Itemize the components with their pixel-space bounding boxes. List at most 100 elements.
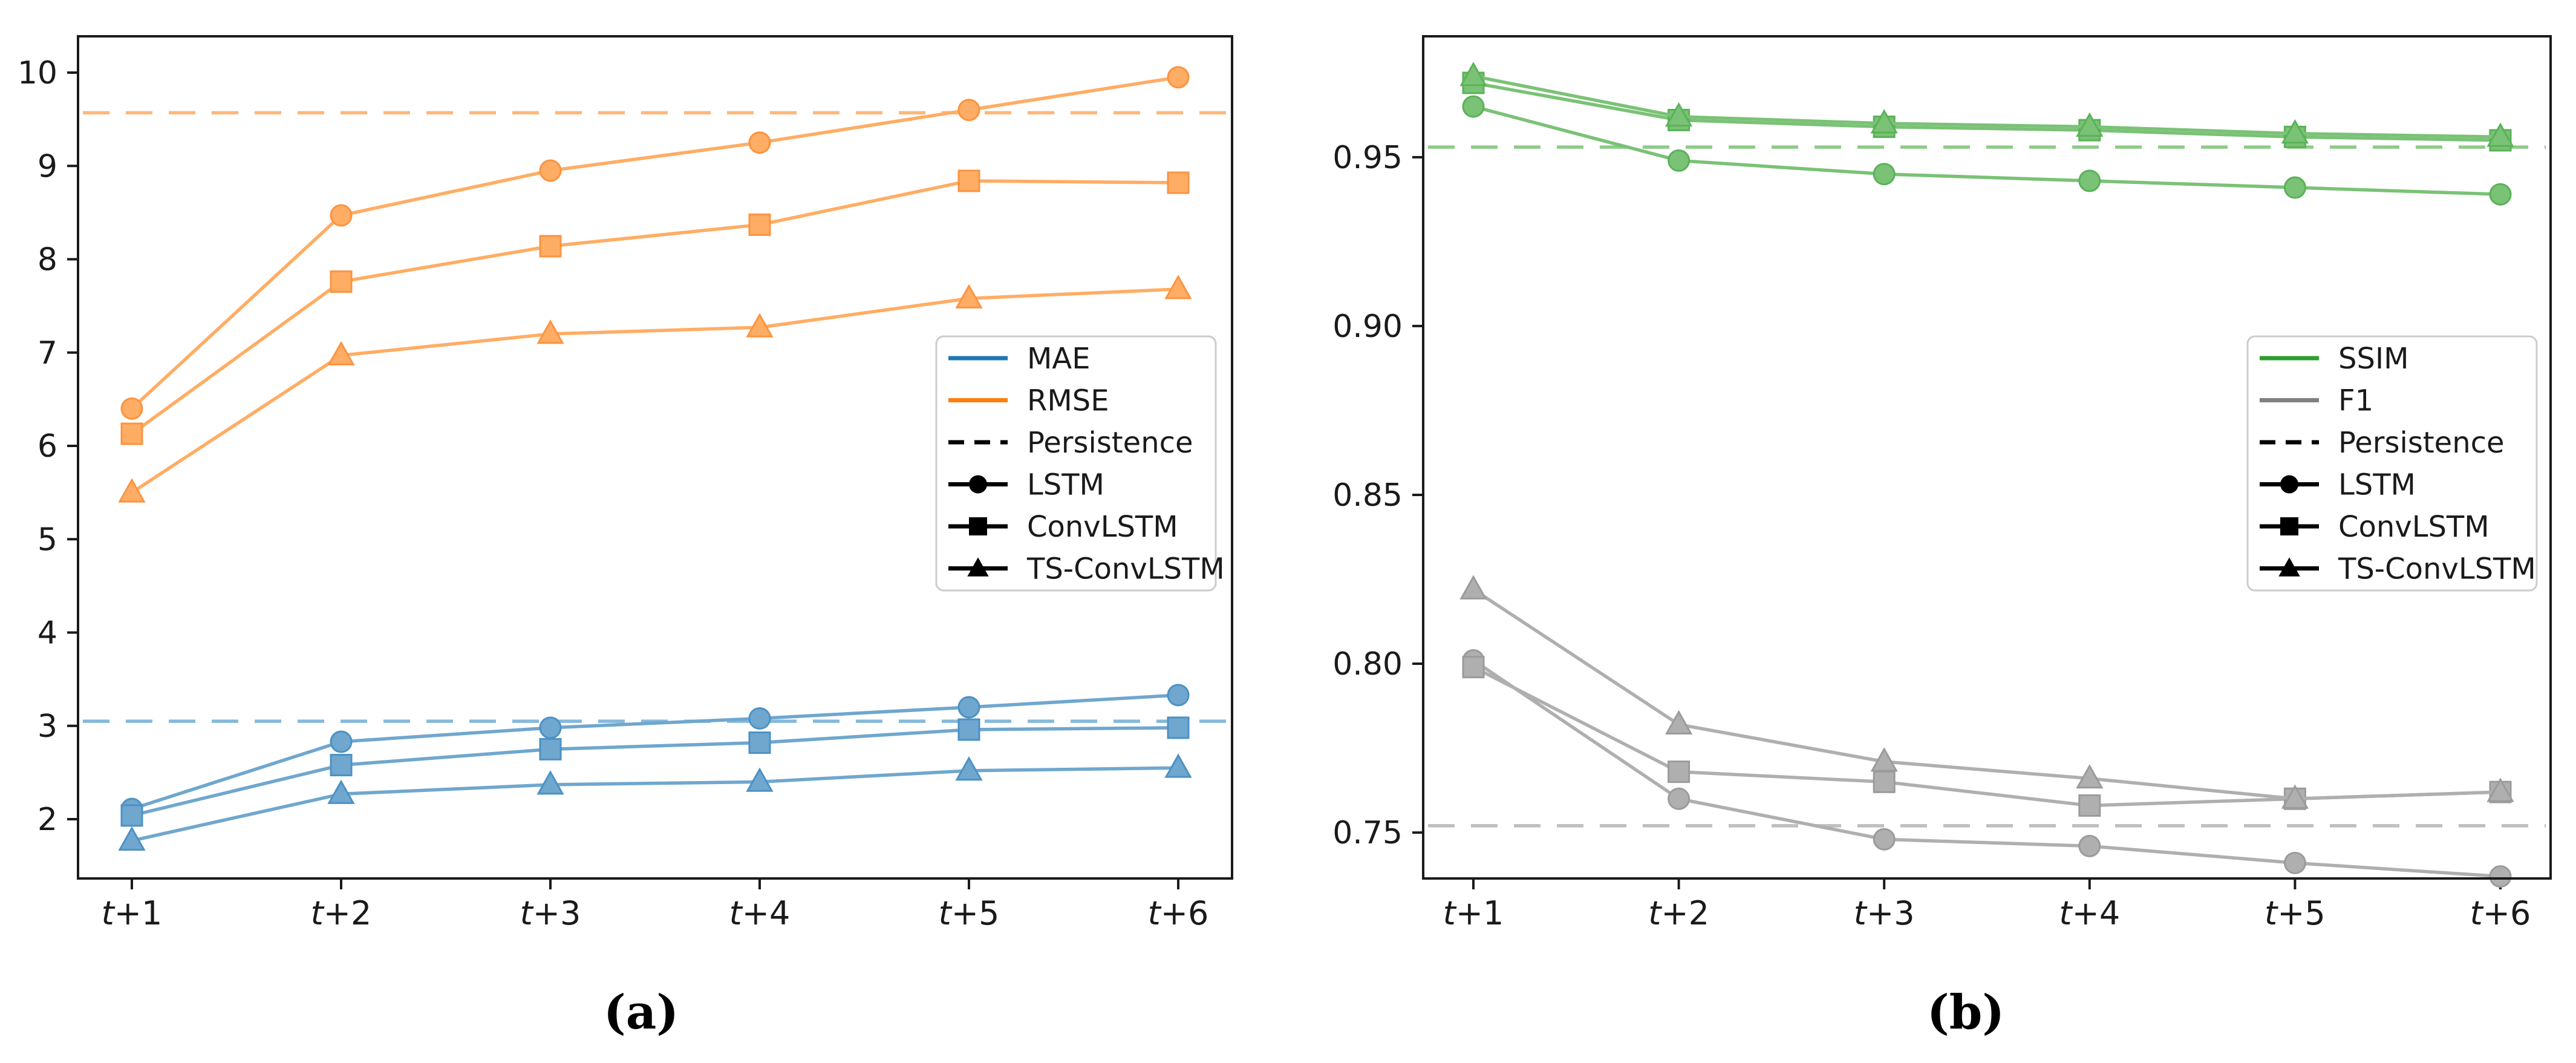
y-tick-label: 6 [37,428,57,465]
MAE-LSTM-point-t+5 [957,696,980,719]
F1-LSTM-point-t+4 [2078,834,2101,857]
x-tick-label: t+4 [2059,894,2120,932]
MAE-LSTM-point-t+4 [748,707,771,730]
MAE-ConvLSTM-point-t+2 [330,754,353,777]
legend-item-SSIM: SSIM [2260,342,2409,376]
x-tick-label: t+6 [2470,894,2531,932]
x-tick-label: t+3 [1854,894,1915,932]
legend-item-LSTM: LSTM [2260,468,2416,502]
F1-TS-ConvLSTM-point-t+3 [1870,747,1898,772]
RMSE-LSTM-point-t+4 [748,131,771,154]
y-tick-label: 4 [37,615,57,652]
legend-label: ConvLSTM [1027,510,1178,544]
MAE-LSTM-point-t+3 [539,716,562,739]
SSIM-TS-ConvLSTM-point-t+4 [2076,112,2104,137]
y-tick-label: 0.90 [1332,309,1403,345]
RMSE-LSTM-point-t+5 [957,99,980,122]
legend-item-F1: F1 [2260,384,2373,418]
RMSE-LSTM-point-t+2 [330,204,353,227]
series-MAE-ConvLSTM-markers [120,716,1190,827]
MAE-TS-ConvLSTM-point-t+5 [955,756,983,781]
F1-ConvLSTM-point-t+1 [1462,656,1485,679]
SSIM-TS-ConvLSTM-point-t+3 [1870,109,1898,134]
y-tick-label: 0.95 [1332,140,1403,176]
MAE-TS-ConvLSTM-point-t+6 [1164,753,1192,778]
F1-TS-ConvLSTM-point-t+6 [2486,777,2514,802]
series-MAE-ConvLSTM-line [130,726,1180,817]
legend-item-TS-ConvLSTM: TS-ConvLSTM [2260,552,2536,586]
F1-TS-ConvLSTM-point-t+5 [2281,784,2309,809]
F1-LSTM-point-t+5 [2283,851,2306,874]
y-tick-label: 0.80 [1332,646,1403,682]
legend-box [2246,335,2538,592]
axes-frame [77,35,1233,880]
x-tick-label: t+3 [520,894,581,932]
RMSE-TS-ConvLSTM-point-t+3 [536,319,564,344]
x-tick-label: t+4 [729,894,791,932]
legend-item-Persistence: Persistence [2260,426,2505,460]
series-MAE-TS-ConvLSTM-markers [118,753,1192,851]
RMSE-ConvLSTM-point-t+3 [539,235,562,258]
series-SSIM-TS-ConvLSTM-markers [1459,62,2514,147]
legend-label: ConvLSTM [2338,510,2490,544]
axes-frame [1422,35,2552,880]
y-tick-label: 10 [18,55,57,91]
y-tick-label: 5 [37,522,57,558]
MAE-ConvLSTM-point-t+1 [120,804,143,827]
F1-ConvLSTM-point-t+3 [1873,770,1896,793]
x-axis: t+1 t+2 t+3 t+4 t+5 t+6 [1443,878,2531,932]
x-tick-label: t+6 [1148,894,1209,932]
legend-item-RMSE: RMSE [948,384,1109,418]
series-SSIM-LSTM-markers [1462,95,2512,206]
MAE-TS-ConvLSTM-point-t+4 [746,767,774,792]
legend-label: Persistence [2338,426,2505,460]
RMSE-ConvLSTM-point-t+5 [957,169,980,192]
MAE-TS-ConvLSTM-point-t+1 [118,826,146,851]
x-tick-label: t+1 [102,894,163,932]
MAE-LSTM-point-t+6 [1167,684,1190,707]
SSIM-LSTM-point-t+5 [2283,176,2306,199]
triangle-icon [967,557,989,577]
x-tick-label: t+1 [1443,894,1504,932]
series-RMSE-LSTM-markers [120,66,1190,420]
legend-label: MAE [1027,342,1091,376]
legend-item-Persistence: Persistence [948,426,1193,460]
y-tick-label: 7 [37,335,57,371]
caption-b: (b) [1927,985,2004,1040]
F1-LSTM-point-t+3 [1873,828,1896,851]
MAE-ConvLSTM-point-t+5 [957,718,980,741]
RMSE-ConvLSTM-point-t+6 [1167,171,1190,194]
legend-label: LSTM [2338,468,2416,502]
legend-label: LSTM [1027,468,1104,502]
y-tick-label: 0.85 [1332,477,1403,514]
MAE-TS-ConvLSTM-point-t+3 [536,770,564,795]
circle-icon [2280,475,2298,494]
RMSE-TS-ConvLSTM-point-t+4 [746,313,774,338]
SSIM-LSTM-point-t+3 [1873,163,1896,186]
series-MAE-LSTM-line [130,693,1180,811]
series-MAE-TS-ConvLSTM-line [130,766,1180,843]
legend-label: RMSE [1027,384,1109,418]
SSIM-LSTM-point-t+1 [1462,95,1485,118]
series-RMSE-ConvLSTM-markers [120,169,1190,445]
SSIM-TS-ConvLSTM-point-t+2 [1665,102,1693,127]
chart-a-mae-rmse: 2 3 4 5 6 7 8 9 10 t+1 t+2 t+3 t+4 t+5 t+6 MAE RMSE Persi… [18,35,1233,932]
legend-label: Persistence [1027,426,1193,460]
x-tick-label: t+5 [2265,894,2326,932]
x-tick-label: t+5 [939,894,1000,932]
y-tick-label: 3 [37,708,57,745]
legend-item-LSTM: LSTM [948,468,1104,502]
y-tick-label: 2 [37,802,57,838]
series-F1-TS-ConvLSTM-markers [1459,575,2514,809]
RMSE-ConvLSTM-point-t+2 [330,270,353,293]
F1-LSTM-point-t+6 [2489,865,2512,888]
y-tick-label: 8 [37,242,57,278]
F1-ConvLSTM-point-t+4 [2078,794,2101,817]
series-RMSE-TS-ConvLSTM-line [130,287,1180,494]
RMSE-LSTM-point-t+1 [120,397,143,420]
series-F1-TS-ConvLSTM-line [1472,587,2502,801]
SSIM-LSTM-point-t+6 [2489,183,2512,206]
legend-label: SSIM [2338,342,2409,376]
RMSE-ConvLSTM-point-t+1 [120,422,143,445]
